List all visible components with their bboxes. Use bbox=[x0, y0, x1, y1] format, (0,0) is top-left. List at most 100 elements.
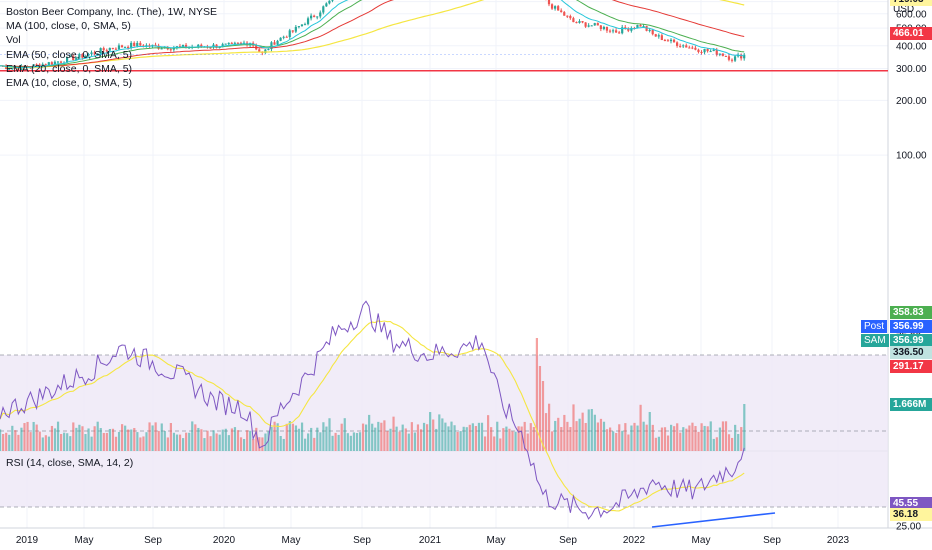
candle-body bbox=[66, 57, 69, 63]
volume-bar bbox=[541, 381, 545, 451]
volume-bar bbox=[93, 426, 96, 451]
volume-bar bbox=[605, 429, 609, 451]
volume-bar bbox=[66, 433, 69, 451]
volume-bar bbox=[145, 432, 148, 451]
volume-bar bbox=[514, 431, 517, 451]
candle-body bbox=[50, 62, 53, 65]
rsi-ma-line bbox=[0, 320, 745, 512]
candle-body bbox=[209, 47, 212, 49]
volume-bar bbox=[258, 437, 261, 451]
volume-bar bbox=[160, 423, 163, 451]
ema20-badge: 358.83 bbox=[890, 305, 932, 319]
volume-bar bbox=[532, 427, 535, 451]
volume-bar bbox=[358, 432, 362, 451]
volume-bar bbox=[544, 413, 548, 451]
candle-body bbox=[663, 40, 666, 42]
volume-bar bbox=[572, 404, 575, 451]
volume-bar bbox=[185, 432, 188, 451]
candle-body bbox=[691, 47, 694, 49]
indicator-lines bbox=[0, 0, 745, 69]
volume-bar bbox=[139, 437, 142, 451]
candle-body bbox=[557, 6, 560, 11]
volume-bar bbox=[566, 421, 569, 451]
volume-bar bbox=[648, 411, 651, 451]
volume-bar bbox=[233, 427, 237, 451]
legend-title[interactable]: Boston Beer Company, Inc. (The), 1W, NYS… bbox=[6, 6, 218, 18]
candle-body bbox=[288, 30, 291, 38]
candle-body bbox=[584, 22, 587, 27]
rsi-legend[interactable]: RSI (14, close, SMA, 14, 2) bbox=[6, 457, 134, 469]
time-tick-label: Sep bbox=[559, 535, 577, 546]
legend-ema10[interactable]: EMA (10, close, 0, SMA, 5) bbox=[6, 77, 133, 90]
volume-bar bbox=[218, 434, 221, 451]
volume-bar bbox=[657, 436, 660, 451]
volume-bar bbox=[325, 426, 328, 451]
candle-body bbox=[160, 48, 163, 50]
candle-body bbox=[602, 26, 605, 30]
candle-body bbox=[120, 45, 124, 48]
volume-bar bbox=[450, 421, 453, 451]
volume-bar bbox=[84, 434, 87, 451]
time-axis: 2019 May Sep 2020 May Sep 2021 May Sep 2022 May Sep… bbox=[16, 535, 850, 546]
legend-ma100[interactable]: MA (100, close, 0, SMA, 5) bbox=[6, 20, 131, 33]
volume-bar bbox=[300, 422, 304, 451]
volume-bar bbox=[2, 433, 5, 451]
candle-body bbox=[569, 16, 572, 19]
legend-ema50[interactable]: EMA (50, close, 0, SMA, 5) bbox=[6, 48, 133, 61]
volume-bar bbox=[81, 426, 84, 451]
time-tick-label: 2023 bbox=[827, 535, 850, 546]
candle-body bbox=[611, 30, 615, 32]
volume-bar bbox=[429, 412, 432, 451]
post-badge-label: Post bbox=[861, 319, 888, 333]
candle-body bbox=[78, 54, 81, 58]
candle-body bbox=[218, 47, 221, 49]
candle-body bbox=[642, 26, 645, 28]
candle-body bbox=[130, 42, 133, 48]
candle-body bbox=[133, 42, 136, 47]
candle-body bbox=[605, 26, 609, 31]
volume-bar bbox=[20, 427, 23, 451]
candle-body bbox=[718, 53, 721, 55]
candle-body bbox=[282, 36, 285, 38]
candle-body bbox=[75, 57, 78, 61]
volume-bar bbox=[264, 433, 267, 451]
volume-badge: 1.666M bbox=[890, 397, 932, 411]
volume-bar bbox=[313, 437, 316, 451]
volume-bar bbox=[523, 421, 526, 451]
volume-bar bbox=[276, 423, 279, 451]
ema10-line bbox=[0, 0, 745, 69]
volume-bar bbox=[212, 430, 215, 451]
volume-bar bbox=[35, 424, 38, 451]
time-tick-label: 2021 bbox=[419, 535, 442, 546]
candle-body bbox=[319, 12, 322, 17]
volume-bar bbox=[8, 434, 11, 451]
volume-bar bbox=[560, 427, 563, 451]
candle-body bbox=[669, 39, 673, 42]
volume-bar bbox=[17, 434, 20, 451]
volume-bar bbox=[261, 437, 264, 451]
legend-ema20[interactable]: EMA (20, close, 0, SMA, 5) bbox=[6, 62, 133, 75]
volume-bar bbox=[111, 428, 115, 451]
volume-bar bbox=[477, 422, 481, 451]
candle-body bbox=[270, 42, 273, 50]
volume-bar bbox=[169, 423, 172, 451]
rsi-ma-badge: 36.18 bbox=[890, 507, 932, 521]
volume-bar bbox=[337, 434, 340, 451]
candle-body bbox=[264, 49, 267, 54]
candle-body bbox=[581, 21, 584, 23]
candle-body bbox=[99, 48, 102, 54]
volume-bar bbox=[346, 433, 349, 451]
price-tick-label: 200.00 bbox=[896, 96, 927, 107]
legend-vol[interactable]: Vol bbox=[6, 34, 21, 47]
volume-bar bbox=[50, 425, 54, 451]
volume-bar bbox=[551, 431, 554, 451]
candle-body bbox=[703, 49, 706, 53]
volume-bar bbox=[151, 425, 154, 451]
volume-bar bbox=[673, 426, 676, 451]
candle-body bbox=[596, 23, 599, 26]
volume-bar bbox=[99, 428, 102, 451]
volume-bar bbox=[581, 412, 584, 451]
volume-bar bbox=[14, 430, 17, 451]
volume-bar bbox=[255, 427, 258, 451]
